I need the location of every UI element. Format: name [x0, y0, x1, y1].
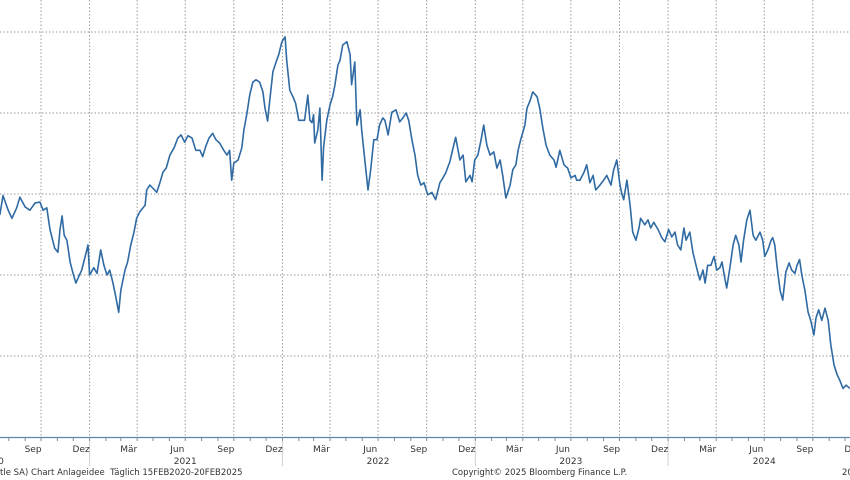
x-tick-label-mär: Mär	[699, 445, 716, 455]
x-tick-label-jun: Jun	[362, 445, 377, 455]
x-axis-labels: Sep Dez Mär Jun Sep Dez Mär Jun Sep Dez Mär Jun Sep D…	[0, 445, 850, 466]
line-chart: Sep Dez Mär Jun Sep Dez Mär Jun Sep Dez Mär Jun Sep D…	[0, 0, 850, 466]
x-tick-label-dez: Dez	[651, 445, 668, 455]
x-year-label-2024: 2024	[753, 457, 776, 466]
x-tick-label-jun: Jun	[748, 445, 763, 455]
x-year-label-2021: 2021	[174, 457, 197, 466]
x-tick-label-sep: Sep	[410, 445, 427, 455]
x-tick-label-jun: Jun	[169, 445, 184, 455]
x-year-label-2020: 2020	[0, 457, 4, 466]
x-tick-label-dez: Dez	[458, 445, 475, 455]
x-tick-label-mär: Mär	[313, 445, 330, 455]
footer-chart-description: tle SA) Chart Anlageidee Täglich 15FEB20…	[0, 468, 243, 478]
price-line	[0, 36, 850, 390]
x-tick-label-dez: Dez	[73, 445, 90, 455]
x-tick-label-sep: Sep	[603, 445, 620, 455]
series-layer	[0, 36, 850, 390]
footer-copyright: Copyright© 2025 Bloomberg Finance L.P.	[452, 468, 628, 478]
x-tick-label-dez: Dez	[844, 445, 850, 455]
x-tick-label-sep: Sep	[796, 445, 813, 455]
x-year-label-2023: 2023	[559, 457, 582, 466]
gridlines	[0, 0, 850, 437]
x-axis	[0, 436, 850, 466]
x-tick-label-mär: Mär	[506, 445, 523, 455]
x-year-label-2022: 2022	[367, 457, 390, 466]
x-tick-label-dez: Dez	[265, 445, 282, 455]
x-tick-label-sep: Sep	[25, 445, 42, 455]
x-tick-label-sep: Sep	[217, 445, 234, 455]
footer-date-fragment: 20	[842, 468, 850, 478]
x-tick-label-jun: Jun	[555, 445, 570, 455]
x-tick-label-mär: Mär	[120, 445, 137, 455]
